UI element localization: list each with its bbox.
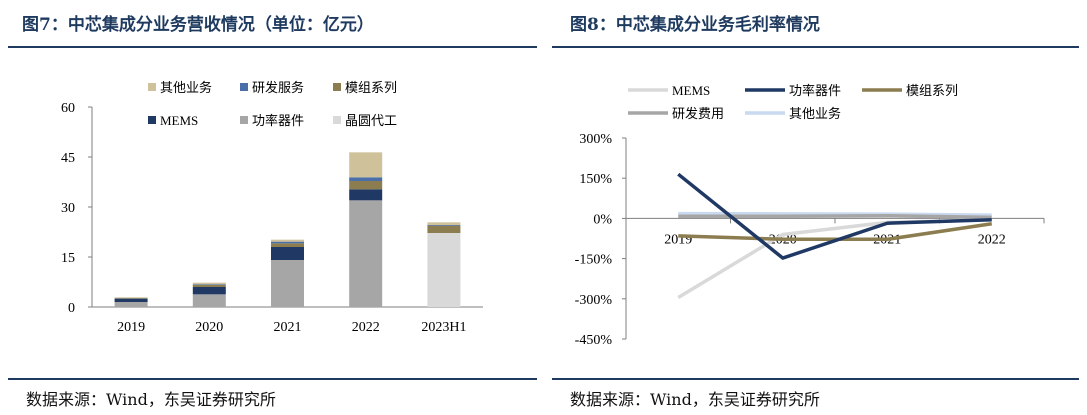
- y-tick-label: 60: [61, 101, 75, 116]
- legend-label-其他业务: 其他业务: [789, 106, 841, 121]
- bottom-rule: [8, 378, 537, 380]
- legend-label-mems: MEMS: [160, 113, 198, 128]
- y-tick-label: 45: [61, 151, 75, 166]
- series-line-功率器件: [677, 172, 992, 260]
- series-line-其他业务: [678, 211, 992, 217]
- bar-segment-研发服务-2020: [192, 284, 226, 285]
- revenue-chart-panel: 图7：中芯集成分业务营收情况（单位：亿元） 0 15 30 45 60 2019 2020 2…: [0, 0, 537, 415]
- legend-swatch-其他业务: [148, 83, 156, 91]
- legend-label-模组系列: 模组系列: [906, 83, 958, 98]
- bar-segment-其他业务-2022: [349, 152, 383, 178]
- y-tick-label: 30: [61, 201, 75, 216]
- bar-segment-研发服务-2021: [271, 241, 304, 244]
- bar-segment-其他业务-2019: [114, 297, 148, 298]
- legend-swatch-功率器件: [240, 116, 248, 124]
- y-tick-label: 0: [68, 301, 75, 316]
- bottom-rule: [552, 378, 1079, 380]
- x-tick-label: 2023H1: [421, 320, 466, 335]
- legend-swatch-研发服务: [240, 83, 248, 91]
- y-tick-label: -150%: [575, 253, 613, 268]
- bar-segment-其他业务-2020: [192, 282, 226, 285]
- series-line-模组系列: [678, 222, 993, 242]
- legend-label-研发费用: 研发费用: [672, 106, 724, 121]
- x-tick-label: 2020: [195, 320, 223, 335]
- bar-segment-功率器件-2022: [349, 200, 383, 307]
- x-tick-label: 2021: [274, 320, 302, 335]
- y-tick-label: 300%: [579, 132, 612, 147]
- bar-segment-功率器件-2019: [114, 302, 148, 307]
- bar-segment-晶圆代工-2023H1: [427, 233, 461, 307]
- margin-chart-title: 图8：中芯集成分业务毛利率情况: [570, 15, 820, 35]
- y-tick-label: 0%: [593, 212, 612, 227]
- revenue-stacked-bar-chart: 0 15 30 45 60 2019 2020 2021 2022 2023H1 其他业务 研发服务 模…: [61, 80, 483, 335]
- x-tick-label: 2019: [117, 320, 145, 335]
- bar-segment-模组系列-2023H1: [427, 225, 461, 233]
- bar-segment-mems-2020: [192, 287, 226, 295]
- legend-swatch-晶圆代工: [333, 116, 341, 124]
- legend-label-晶圆代工: 晶圆代工: [345, 113, 397, 128]
- x-tick-label: 2022: [978, 232, 1006, 247]
- bar-segment-mems-2019: [114, 299, 148, 302]
- legend-label-研发服务: 研发服务: [252, 80, 304, 95]
- bar-segment-模组系列-2019: [114, 298, 148, 299]
- bar-segment-功率器件-2021: [271, 260, 304, 307]
- series-line-研发费用: [678, 213, 992, 220]
- y-tick-label: 150%: [579, 172, 612, 187]
- legend-label-功率器件: 功率器件: [789, 83, 841, 98]
- y-tick-label: -300%: [575, 293, 613, 308]
- legend-swatch-mems: [148, 116, 156, 124]
- bar-segment-功率器件-2020: [192, 294, 226, 307]
- bar-segment-mems-2022: [349, 189, 383, 201]
- y-tick-label: -450%: [575, 333, 613, 348]
- bar-segment-模组系列-2022: [349, 181, 383, 190]
- bar-segment-研发服务-2022: [349, 177, 383, 181]
- legend-label-mems: MEMS: [672, 83, 710, 98]
- bar-segment-研发服务-2023H1: [427, 225, 461, 226]
- bar-segment-其他业务-2023H1: [427, 222, 461, 225]
- bar-segment-其他业务-2021: [271, 239, 304, 242]
- legend-label-功率器件: 功率器件: [252, 113, 304, 128]
- legend-label-其他业务: 其他业务: [160, 80, 212, 95]
- y-tick-label: 15: [61, 251, 75, 266]
- bar-segment-模组系列-2020: [192, 285, 226, 287]
- bar-segment-mems-2021: [271, 247, 304, 260]
- revenue-source-note: 数据来源：Wind，东吴证券研究所: [26, 390, 276, 409]
- gross-margin-line-chart: 300%150%0%-150%-300%-450%2019 2020 2021 202…: [575, 83, 1045, 348]
- margin-chart-panel: 图8：中芯集成分业务毛利率情况 300% 150% 0% -150% -300% -450…: [552, 0, 1087, 415]
- legend-swatch-模组系列: [333, 83, 341, 91]
- top-rule: [552, 46, 1079, 48]
- x-tick-label: 2022: [352, 320, 380, 335]
- legend-label-模组系列: 模组系列: [345, 80, 397, 95]
- top-rule: [8, 46, 537, 48]
- revenue-chart-title: 图7：中芯集成分业务营收情况（单位：亿元）: [22, 15, 374, 35]
- margin-source-note: 数据来源：Wind，东吴证券研究所: [570, 390, 820, 409]
- bar-segment-模组系列-2021: [271, 243, 304, 247]
